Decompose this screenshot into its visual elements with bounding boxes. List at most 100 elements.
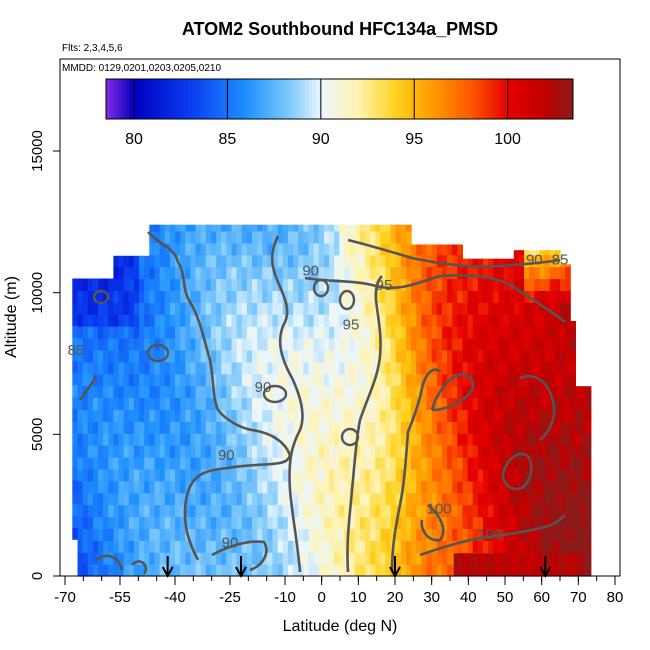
heatmap-cell <box>370 445 376 458</box>
heatmap-cell <box>483 290 489 303</box>
heatmap-cell <box>452 290 458 303</box>
heatmap-cell <box>123 385 130 399</box>
heatmap-cell <box>364 504 371 518</box>
heatmap-cell <box>406 326 412 339</box>
heatmap-cell <box>329 254 335 268</box>
heatmap-cell <box>123 468 130 482</box>
heatmap-cell <box>518 492 525 506</box>
heatmap-cell <box>277 540 284 553</box>
heatmap-cell <box>103 468 109 482</box>
heatmap-cell <box>421 492 428 506</box>
contour-line <box>95 554 124 571</box>
heatmap-cell <box>544 457 551 470</box>
heatmap-cell <box>144 468 150 482</box>
heatmap-cell <box>575 386 582 399</box>
heatmap-cell <box>272 492 279 506</box>
heatmap-cell <box>287 254 294 268</box>
heatmap-cell <box>329 290 335 303</box>
heatmap-cell <box>128 326 135 339</box>
heatmap-cell <box>565 516 571 529</box>
heatmap-cell <box>508 349 515 363</box>
heatmap-cell <box>139 433 145 446</box>
heatmap-cell <box>364 468 371 482</box>
heatmap-cell <box>513 349 520 363</box>
heatmap-cell <box>370 302 376 315</box>
heatmap-cell <box>72 444 78 457</box>
heatmap-cell <box>539 516 546 529</box>
heatmap-cell <box>267 314 274 327</box>
heatmap-cell <box>344 457 351 470</box>
heatmap-cell <box>200 254 207 268</box>
heatmap-cell <box>334 564 340 577</box>
colorbar-segment <box>545 79 551 119</box>
heatmap-cell <box>457 540 463 553</box>
heatmap-cell <box>159 397 166 410</box>
heatmap-cell <box>339 528 345 541</box>
heatmap-cell <box>524 254 530 268</box>
contour-label: 85 <box>68 342 85 359</box>
heatmap-cell <box>267 397 274 410</box>
heatmap-cell <box>513 361 520 375</box>
heatmap-cell <box>359 254 366 268</box>
heatmap-cell <box>108 480 114 494</box>
heatmap-cell <box>241 290 248 303</box>
heatmap-cell <box>149 457 155 470</box>
heatmap-cell <box>180 409 186 422</box>
heatmap-cell <box>421 244 428 256</box>
heatmap-cells <box>72 224 592 577</box>
heatmap-cell <box>113 361 120 375</box>
heatmap-cell <box>246 433 253 446</box>
heatmap-cell <box>529 385 535 399</box>
heatmap-cell <box>113 528 120 541</box>
heatmap-cell <box>354 230 361 244</box>
heatmap-cell <box>123 314 130 327</box>
heatmap-cell <box>544 349 551 363</box>
heatmap-cell <box>411 326 417 339</box>
heatmap-cell <box>498 314 505 327</box>
heatmap-cell <box>447 480 453 494</box>
heatmap-cell <box>180 552 186 565</box>
heatmap-cell <box>277 314 284 327</box>
heatmap-cell <box>375 528 381 541</box>
heatmap-cell <box>380 564 386 577</box>
heatmap-cell <box>462 338 469 351</box>
heatmap-cell <box>411 302 417 315</box>
heatmap-cell <box>241 224 248 232</box>
heatmap-cell <box>282 504 289 518</box>
heatmap-cell <box>236 254 243 268</box>
heatmap-cell <box>380 492 386 506</box>
heatmap-cell <box>539 385 546 399</box>
heatmap-cell <box>364 290 371 303</box>
heatmap-cell <box>431 302 438 315</box>
heatmap-cell <box>395 433 402 446</box>
heatmap-cell <box>534 385 540 399</box>
heatmap-cell <box>534 266 540 280</box>
heatmap-cell <box>185 224 191 232</box>
heatmap-cell <box>257 516 263 529</box>
heatmap-cell <box>190 349 197 363</box>
heatmap-cell <box>390 373 397 387</box>
heatmap-cell <box>524 540 530 553</box>
colorbar-segment <box>355 79 360 119</box>
heatmap-cell <box>518 290 525 303</box>
heatmap-cell <box>539 302 546 315</box>
heatmap-cell <box>329 516 335 529</box>
heatmap-cell <box>195 397 202 410</box>
heatmap-cell <box>421 528 428 541</box>
heatmap-cell <box>257 278 263 291</box>
heatmap-cell <box>354 564 361 577</box>
heatmap-cell <box>108 564 114 577</box>
heatmap-cell <box>488 516 494 529</box>
heatmap-cell <box>205 230 212 244</box>
heatmap-cell <box>154 290 161 303</box>
heatmap-cell <box>149 373 155 387</box>
heatmap-cell <box>282 290 289 303</box>
heatmap-cell <box>318 457 325 470</box>
heatmap-cell <box>128 373 135 387</box>
heatmap-cell <box>318 242 325 256</box>
heatmap-cell <box>364 480 371 494</box>
heatmap-cell <box>298 278 304 291</box>
heatmap-cell <box>488 278 494 291</box>
heatmap-cell <box>339 552 345 565</box>
heatmap-cell <box>457 373 463 387</box>
